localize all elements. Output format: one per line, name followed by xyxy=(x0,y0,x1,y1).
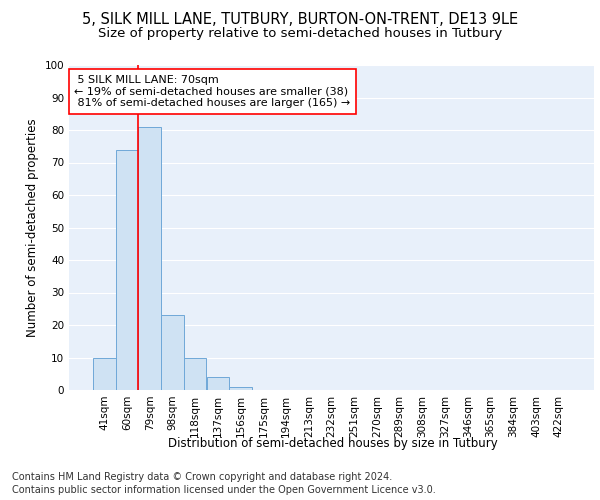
Text: Distribution of semi-detached houses by size in Tutbury: Distribution of semi-detached houses by … xyxy=(168,438,498,450)
Bar xyxy=(93,358,116,390)
Bar xyxy=(161,316,184,390)
Text: 5, SILK MILL LANE, TUTBURY, BURTON-ON-TRENT, DE13 9LE: 5, SILK MILL LANE, TUTBURY, BURTON-ON-TR… xyxy=(82,12,518,28)
Bar xyxy=(139,126,161,390)
Bar xyxy=(184,358,206,390)
Bar xyxy=(206,377,229,390)
Y-axis label: Number of semi-detached properties: Number of semi-detached properties xyxy=(26,118,39,337)
Text: Contains public sector information licensed under the Open Government Licence v3: Contains public sector information licen… xyxy=(12,485,436,495)
Bar xyxy=(229,387,252,390)
Text: Size of property relative to semi-detached houses in Tutbury: Size of property relative to semi-detach… xyxy=(98,28,502,40)
Text: 5 SILK MILL LANE: 70sqm
← 19% of semi-detached houses are smaller (38)
 81% of s: 5 SILK MILL LANE: 70sqm ← 19% of semi-de… xyxy=(74,74,350,108)
Bar xyxy=(116,150,139,390)
Text: Contains HM Land Registry data © Crown copyright and database right 2024.: Contains HM Land Registry data © Crown c… xyxy=(12,472,392,482)
